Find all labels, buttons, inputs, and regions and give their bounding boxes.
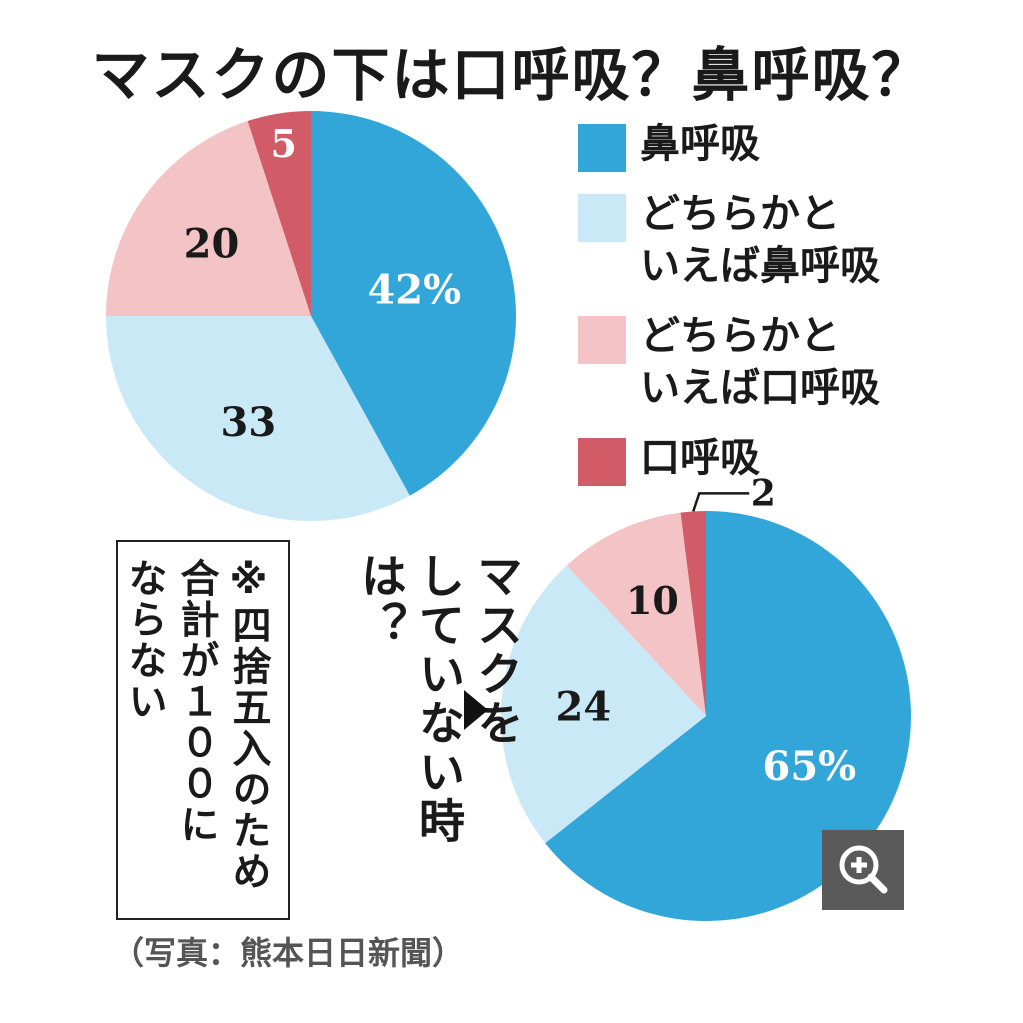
legend-swatch — [578, 194, 626, 242]
pie-slice-label: 24 — [556, 683, 612, 730]
pie-slice-label: 65% — [762, 743, 856, 790]
legend-swatch — [578, 316, 626, 364]
callout-line — [692, 492, 750, 512]
photo-credit: （写真：熊本日日新聞） — [112, 934, 465, 972]
legend-item: 口呼吸 — [578, 432, 998, 486]
arrow-right-icon — [464, 690, 488, 730]
legend-label: 口呼吸 — [640, 435, 760, 481]
legend-label: 鼻呼吸 — [640, 121, 760, 167]
legend-label: どちらかと いえば鼻呼吸 — [640, 191, 880, 289]
rounding-note: ※四捨五入のため 合計が１００に ならない — [122, 558, 271, 892]
pie-slice — [311, 111, 516, 496]
pie-slice — [566, 512, 706, 716]
legend-item: 鼻呼吸 — [578, 118, 998, 172]
pie-slice-label: 2 — [751, 472, 776, 514]
zoom-in-icon[interactable] — [822, 830, 904, 910]
pie-slice-label: 10 — [626, 578, 679, 623]
second-chart-subtitle: マスクを していない時は？ — [354, 552, 524, 846]
rounding-note-box: ※四捨五入のため 合計が１００に ならない — [116, 540, 290, 920]
pie-slice — [501, 565, 706, 844]
chart-title: マスクの下は口呼吸？鼻呼吸？ — [91, 41, 932, 109]
pie-slice-label: 20 — [184, 221, 240, 268]
legend-swatch — [578, 438, 626, 486]
pie-slice — [106, 316, 410, 521]
legend-item: どちらかと いえば鼻呼吸 — [578, 188, 998, 292]
legend-label: どちらかと いえば口呼吸 — [640, 313, 880, 411]
pie-slice-label: 5 — [271, 121, 297, 166]
legend-swatch — [578, 124, 626, 172]
pie-slice-label: 42% — [367, 266, 461, 313]
pie-slice — [680, 511, 706, 716]
pie-slice — [106, 121, 311, 316]
pie-slice — [247, 111, 311, 316]
zoom-button[interactable] — [822, 830, 904, 910]
pie-slice-label: 33 — [221, 399, 277, 446]
legend: 鼻呼吸 どちらかと いえば鼻呼吸 どちらかと いえば口呼吸 口呼吸 — [578, 118, 998, 502]
legend-item: どちらかと いえば口呼吸 — [578, 310, 998, 414]
pie-slice — [545, 511, 912, 921]
